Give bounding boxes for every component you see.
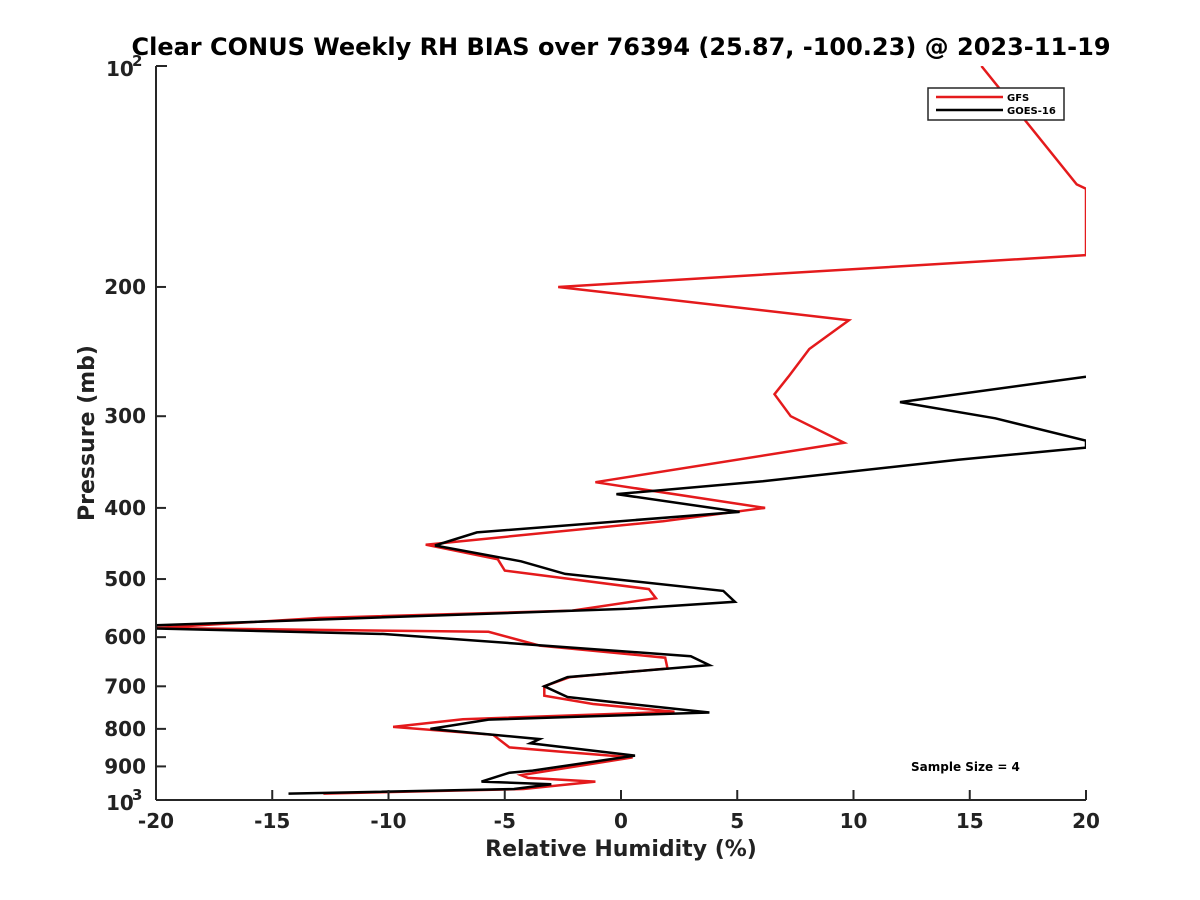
legend-label-gfs: GFS	[1007, 93, 1029, 104]
x-tick-label: 15	[956, 809, 984, 833]
chart-title: Clear CONUS Weekly RH BIAS over 76394 (2…	[131, 33, 1110, 61]
x-axis-label: Relative Humidity (%)	[485, 837, 757, 862]
y-tick-label: 200	[104, 275, 146, 299]
legend-box	[927, 87, 1065, 121]
y-limit-tick-top: 10 2	[106, 52, 167, 81]
y-tick-label: 600	[104, 625, 146, 649]
sample-size-annotation: Sample Size = 4	[911, 760, 1020, 774]
y-tick-label: 500	[104, 567, 146, 591]
y-axis-label: Pressure (mb)	[75, 345, 100, 521]
y-tick-label: 300	[104, 404, 146, 428]
legend: GFS GOES-16	[927, 87, 1065, 121]
y-limit-tick-top-base: 10	[106, 57, 134, 81]
y-tick-label: 900	[104, 754, 146, 778]
x-tick-label: -20	[138, 809, 174, 833]
x-tick-label: 0	[614, 809, 628, 833]
y-limit-tick-bottom-base: 10	[106, 791, 134, 815]
y-tick-label: 800	[104, 717, 146, 741]
x-tick-label: 5	[730, 809, 744, 833]
y-limit-tick-bottom-exponent: 3	[132, 786, 142, 804]
y-tick-label: 700	[104, 674, 146, 698]
series-line-gfs	[156, 66, 1086, 795]
y-tick-label: 400	[104, 496, 146, 520]
series-line-goes16	[156, 375, 1086, 795]
x-tick-label: -15	[254, 809, 290, 833]
x-tick-label: 20	[1072, 809, 1100, 833]
y-limit-tick-bottom: 10 3	[106, 786, 142, 815]
x-tick-label: 10	[840, 809, 868, 833]
legend-label-goes16: GOES-16	[1007, 106, 1056, 117]
x-tick-label: -10	[370, 809, 406, 833]
y-limit-tick-top-exponent: 2	[132, 52, 142, 70]
x-tick-label: -5	[494, 809, 516, 833]
